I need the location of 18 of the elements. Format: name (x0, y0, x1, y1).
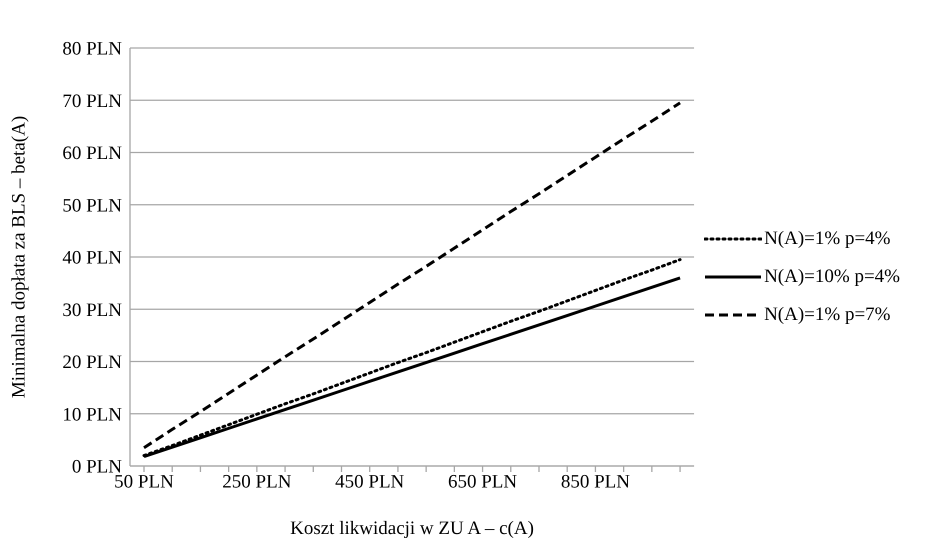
legend-label: N(A)=1% p=7% (764, 304, 890, 326)
x-tick-label: 450 PLN (335, 471, 405, 492)
y-tick-label: 80 PLN (62, 38, 122, 60)
legend-label: N(A)=10% p=4% (764, 266, 900, 288)
x-tick-label: 650 PLN (448, 471, 518, 492)
line-series (142, 101, 682, 450)
x-tick-label: 850 PLN (560, 471, 630, 492)
x-tick-label: 250 PLN (222, 471, 292, 492)
y-tick-label: 30 PLN (62, 300, 122, 321)
y-tick-label: 70 PLN (62, 90, 122, 112)
y-tick-label: 50 PLN (62, 195, 122, 216)
y-tick-label: 10 PLN (62, 404, 122, 426)
x-axis-title: Koszt likwidacji w ZU A – c(A) (290, 518, 534, 539)
legend-label: N(A)=1% p=4% (764, 228, 890, 250)
y-tick-label: 40 PLN (62, 248, 122, 269)
y-tick-label: 60 PLN (62, 143, 122, 164)
y-axis-title: Minimalna dopłata za BLS – beta(A) (8, 116, 30, 398)
y-tick-label: 20 PLN (62, 352, 122, 374)
